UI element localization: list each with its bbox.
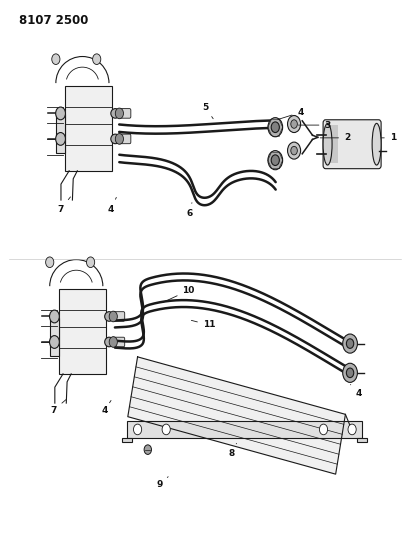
Circle shape (49, 310, 59, 323)
Circle shape (162, 424, 170, 435)
Circle shape (267, 151, 282, 169)
Circle shape (45, 257, 54, 268)
Bar (329, 125, 337, 164)
Circle shape (56, 107, 65, 120)
Circle shape (92, 54, 101, 64)
Circle shape (49, 336, 59, 349)
Circle shape (267, 118, 282, 137)
FancyBboxPatch shape (112, 337, 124, 347)
Ellipse shape (110, 134, 119, 144)
Text: 3: 3 (298, 120, 330, 130)
Bar (127, 421, 362, 438)
Text: 7: 7 (50, 400, 66, 415)
Circle shape (109, 311, 117, 322)
Circle shape (287, 116, 300, 133)
Text: 11: 11 (191, 320, 215, 329)
Circle shape (270, 155, 279, 165)
Circle shape (346, 368, 353, 377)
Text: 9: 9 (156, 477, 168, 489)
Circle shape (287, 142, 300, 159)
FancyBboxPatch shape (118, 109, 130, 118)
FancyBboxPatch shape (118, 134, 130, 144)
Bar (65, 86, 112, 171)
Circle shape (346, 339, 353, 349)
Text: 7: 7 (57, 197, 70, 214)
Circle shape (290, 147, 297, 155)
Circle shape (144, 445, 151, 455)
Polygon shape (128, 357, 344, 474)
Circle shape (86, 257, 94, 268)
Bar (122, 438, 132, 442)
Ellipse shape (104, 337, 113, 347)
Circle shape (342, 334, 357, 353)
Circle shape (56, 133, 65, 146)
Text: 6: 6 (186, 203, 192, 218)
Text: 4: 4 (277, 108, 303, 119)
Circle shape (270, 122, 279, 133)
Text: 1: 1 (380, 133, 395, 142)
Circle shape (342, 364, 357, 382)
Text: 10: 10 (162, 286, 194, 303)
Bar (357, 438, 366, 442)
Text: 4: 4 (350, 384, 361, 398)
Circle shape (347, 424, 355, 435)
Circle shape (115, 134, 123, 144)
Text: 4: 4 (101, 400, 111, 415)
Bar (59, 289, 106, 374)
Circle shape (290, 120, 297, 128)
Text: 4: 4 (108, 197, 116, 214)
Circle shape (115, 108, 123, 119)
Circle shape (109, 337, 117, 348)
Ellipse shape (371, 124, 380, 165)
Circle shape (319, 424, 327, 435)
FancyBboxPatch shape (322, 120, 380, 168)
Ellipse shape (104, 312, 113, 321)
Text: 5: 5 (201, 102, 213, 119)
Bar (50, 318, 59, 356)
Text: 8: 8 (228, 443, 236, 458)
Ellipse shape (110, 109, 119, 118)
Circle shape (52, 54, 60, 64)
Bar (56, 115, 65, 153)
FancyBboxPatch shape (112, 312, 124, 321)
Circle shape (133, 424, 142, 435)
Ellipse shape (322, 124, 331, 165)
Text: 2: 2 (319, 133, 349, 142)
Text: 8107 2500: 8107 2500 (19, 14, 88, 27)
